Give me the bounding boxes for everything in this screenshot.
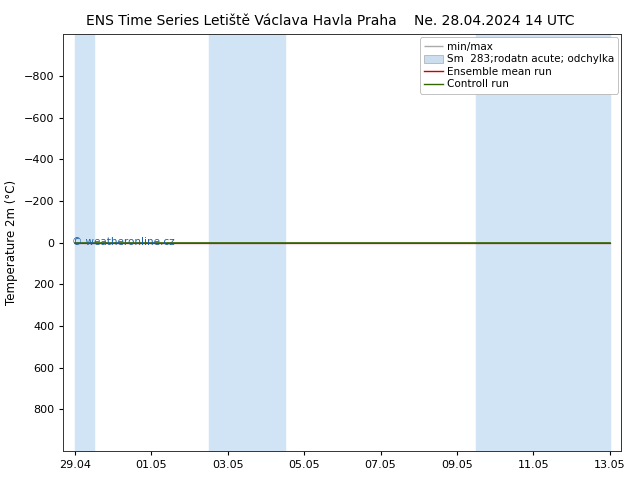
Text: ENS Time Series Letiště Václava Havla Praha: ENS Time Series Letiště Václava Havla Pr…	[86, 14, 396, 28]
Bar	[209, 34, 285, 451]
Bar	[476, 34, 610, 451]
Text: Ne. 28.04.2024 14 UTC: Ne. 28.04.2024 14 UTC	[414, 14, 575, 28]
Text: © weatheronline.cz: © weatheronline.cz	[72, 237, 174, 247]
Y-axis label: Temperature 2m (°C): Temperature 2m (°C)	[5, 180, 18, 305]
Bar	[75, 34, 94, 451]
Legend: min/max, Sm  283;rodatn acute; odchylka, Ensemble mean run, Controll run: min/max, Sm 283;rodatn acute; odchylka, …	[420, 37, 618, 94]
